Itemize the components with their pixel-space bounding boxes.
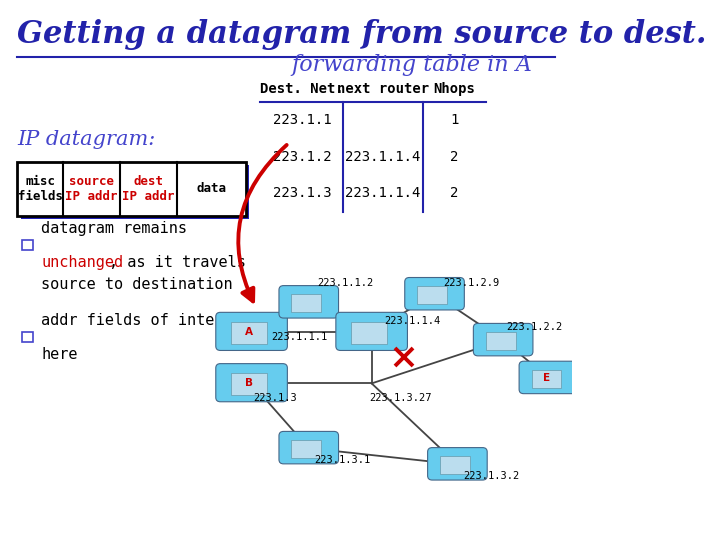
Text: here: here xyxy=(41,347,78,362)
FancyBboxPatch shape xyxy=(292,440,321,458)
Text: addr fields of interest: addr fields of interest xyxy=(41,313,251,328)
FancyBboxPatch shape xyxy=(216,312,287,350)
Text: next router: next router xyxy=(337,82,429,96)
Text: A: A xyxy=(245,327,253,336)
FancyBboxPatch shape xyxy=(519,361,579,394)
Text: 223.1.3: 223.1.3 xyxy=(273,186,331,200)
Text: IP datagram:: IP datagram: xyxy=(17,130,156,148)
Text: 2: 2 xyxy=(451,186,459,200)
Text: source to destination: source to destination xyxy=(41,277,233,292)
FancyBboxPatch shape xyxy=(531,369,562,388)
FancyBboxPatch shape xyxy=(230,322,266,343)
FancyBboxPatch shape xyxy=(417,286,447,304)
Text: 2: 2 xyxy=(451,150,459,164)
Text: B: B xyxy=(245,378,253,388)
FancyBboxPatch shape xyxy=(216,363,287,402)
Text: 223.1.1.2: 223.1.1.2 xyxy=(318,279,374,288)
Text: 223.1.1.1: 223.1.1.1 xyxy=(271,333,328,342)
FancyBboxPatch shape xyxy=(405,278,464,310)
FancyBboxPatch shape xyxy=(486,332,516,350)
FancyBboxPatch shape xyxy=(292,294,321,312)
Text: source
IP addr: source IP addr xyxy=(66,175,118,203)
FancyBboxPatch shape xyxy=(17,162,246,216)
Text: 223.1.1.4: 223.1.1.4 xyxy=(346,186,420,200)
Text: misc
fields: misc fields xyxy=(17,175,63,203)
Text: E: E xyxy=(543,373,550,382)
Text: 223.1.2.2: 223.1.2.2 xyxy=(506,322,562,332)
Text: unchanged: unchanged xyxy=(41,255,123,271)
Text: 223.1.3: 223.1.3 xyxy=(253,393,297,403)
Text: 223.1.2: 223.1.2 xyxy=(273,150,331,164)
FancyBboxPatch shape xyxy=(279,431,338,464)
FancyBboxPatch shape xyxy=(428,448,487,480)
FancyBboxPatch shape xyxy=(279,286,338,318)
Text: , as it travels: , as it travels xyxy=(109,255,246,271)
Text: 223.1.3.27: 223.1.3.27 xyxy=(369,393,431,403)
FancyBboxPatch shape xyxy=(440,456,470,474)
Text: 223.1.1: 223.1.1 xyxy=(273,113,331,127)
Text: 223.1.3.2: 223.1.3.2 xyxy=(463,471,519,481)
FancyBboxPatch shape xyxy=(473,323,533,356)
FancyBboxPatch shape xyxy=(336,312,408,350)
Text: 223.1.2.9: 223.1.2.9 xyxy=(443,279,500,288)
Bar xyxy=(22,240,32,250)
Text: forwarding table in A: forwarding table in A xyxy=(291,54,532,76)
FancyBboxPatch shape xyxy=(21,165,249,219)
Text: Nhops: Nhops xyxy=(433,82,475,96)
Text: Dest. Net.: Dest. Net. xyxy=(260,82,343,96)
Text: datagram remains: datagram remains xyxy=(41,221,187,236)
FancyBboxPatch shape xyxy=(351,322,387,343)
Bar xyxy=(22,332,32,342)
FancyBboxPatch shape xyxy=(230,373,266,395)
Text: 223.1.3.1: 223.1.3.1 xyxy=(315,455,371,465)
Text: Getting a datagram from source to dest.: Getting a datagram from source to dest. xyxy=(17,19,706,50)
Text: dest
IP addr: dest IP addr xyxy=(122,175,175,203)
Text: 1: 1 xyxy=(451,113,459,127)
Text: data: data xyxy=(197,183,227,195)
Text: 223.1.1.4: 223.1.1.4 xyxy=(346,150,420,164)
Text: 223.1.1.4: 223.1.1.4 xyxy=(384,316,441,326)
